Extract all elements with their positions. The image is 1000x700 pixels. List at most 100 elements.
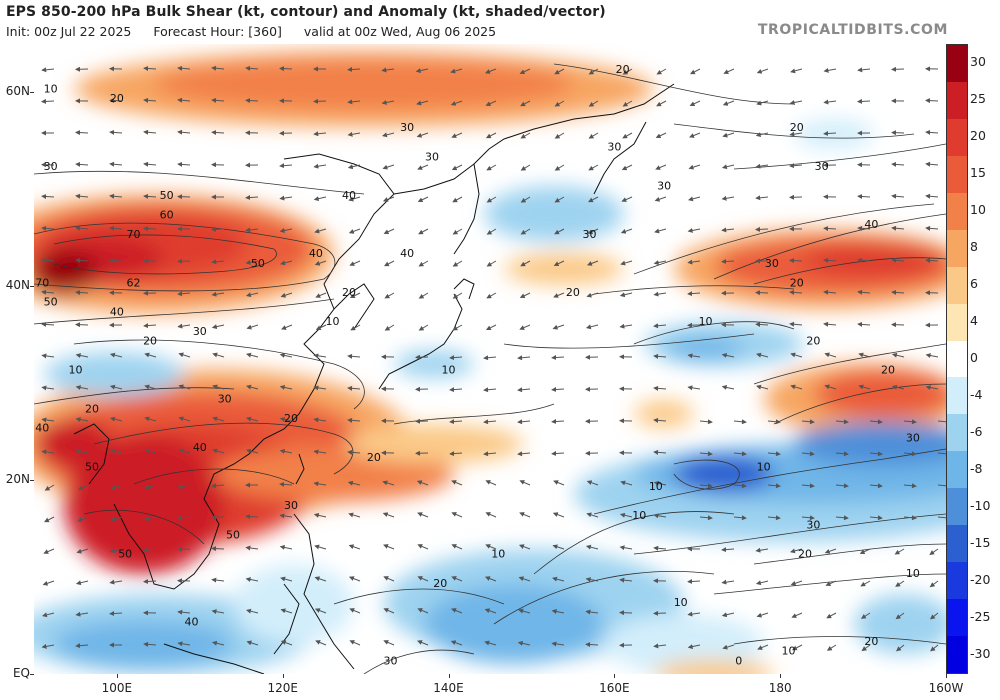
vector-arrow	[314, 608, 327, 614]
vector-arrow	[41, 193, 55, 199]
vector-arrow	[143, 578, 157, 584]
vector-arrow	[211, 129, 225, 135]
vector-arrow	[689, 100, 701, 106]
vector-arrow	[451, 480, 463, 486]
vector-arrow	[620, 228, 633, 234]
vector-arrow	[313, 131, 327, 137]
vector-arrow	[211, 226, 225, 232]
vector-arrow	[41, 225, 55, 231]
vector-arrow	[552, 544, 565, 550]
vector-arrow	[653, 260, 667, 266]
vector-arrow	[449, 355, 463, 361]
vector-arrow	[246, 448, 259, 454]
vector-arrow	[687, 611, 701, 617]
vector-arrow	[520, 260, 531, 267]
vector-arrow	[314, 576, 327, 582]
brand-logo[interactable]: TROPICALTIDBITS.COM	[757, 22, 948, 38]
vector-arrow	[687, 259, 701, 265]
vector-arrow	[347, 164, 361, 170]
vector-arrow	[452, 324, 463, 331]
vector-arrow	[826, 644, 837, 651]
vector-arrow	[449, 451, 463, 457]
contour-label: 10	[781, 645, 795, 658]
vector-arrow	[869, 419, 883, 425]
contour-label: 10	[906, 567, 920, 580]
vector-arrow	[245, 195, 259, 201]
vector-arrow	[485, 324, 497, 331]
vector-arrow	[44, 484, 55, 491]
vector-arrow	[313, 481, 327, 487]
vector-arrow	[517, 451, 531, 457]
vector-arrow	[937, 515, 946, 521]
vector-arrow	[415, 68, 429, 74]
vector-arrow	[384, 292, 395, 299]
vector-arrow	[383, 640, 395, 646]
vector-arrow	[211, 65, 225, 71]
vector-arrow	[245, 227, 259, 233]
vector-arrow	[383, 544, 395, 550]
map-panel: 10 20 30 50 60 70 62 70 50 40 50 40 40 30 30 20 30 20 30 30…	[34, 44, 946, 674]
contour-label: 20	[85, 402, 99, 415]
vector-arrow	[824, 384, 837, 390]
contour-label: 20	[864, 635, 878, 648]
vector-arrow	[416, 132, 429, 138]
latitude-tick	[30, 92, 34, 94]
contour-label: 10	[674, 596, 688, 609]
vector-arrow	[143, 193, 157, 199]
vector-arrow	[349, 292, 361, 299]
vector-arrow	[824, 548, 837, 554]
longitude-label: 180	[768, 681, 792, 695]
colorbar-swatch	[947, 81, 967, 120]
vector-arrow	[585, 544, 599, 550]
contour-label: 30	[806, 519, 820, 532]
vector-arrow	[211, 546, 225, 552]
vector-arrow	[925, 257, 939, 263]
vector-arrow	[586, 260, 599, 266]
vector-arrow	[588, 68, 599, 75]
vector-arrow	[925, 385, 939, 391]
vector-arrow	[313, 353, 327, 359]
contour-label: 40	[309, 247, 323, 260]
vector-arrow	[891, 225, 905, 231]
vector-arrow	[687, 353, 701, 359]
vector-arrow	[416, 100, 429, 106]
contour-label: 30	[400, 121, 414, 134]
vector-arrow	[857, 289, 871, 295]
vector-arrow	[722, 644, 735, 650]
vector-arrow	[109, 611, 123, 617]
vector-arrow	[925, 129, 939, 135]
vector-arrow	[755, 547, 769, 553]
colorbar-level-label: -20	[970, 571, 991, 587]
vector-arrow	[925, 225, 939, 231]
vector-arrow	[619, 610, 633, 616]
vector-arrow	[42, 580, 55, 586]
vector-arrow	[554, 132, 565, 139]
vector-arrow	[894, 548, 905, 555]
run-info: Init: 00z Jul 22 2025 Forecast Hour: [36…	[6, 24, 514, 39]
vector-arrow	[485, 132, 497, 139]
vector-arrow	[418, 324, 429, 331]
vector-arrow	[620, 260, 633, 266]
contour-label: 10	[632, 509, 646, 522]
vector-arrow	[791, 612, 803, 618]
vector-arrow	[245, 65, 259, 71]
vector-arrow	[588, 196, 599, 203]
init-time: Init: 00z Jul 22 2025	[6, 24, 132, 39]
vector-arrow	[144, 416, 157, 422]
vector-arrow	[416, 480, 429, 486]
vector-arrow	[801, 451, 815, 457]
vector-arrow	[245, 292, 259, 298]
contour-label: 50	[251, 257, 265, 270]
vector-arrow	[857, 98, 871, 104]
anomaly-vectors	[41, 65, 946, 652]
contour-label: 20	[342, 286, 356, 299]
vector-arrow	[554, 196, 565, 203]
vector-arrow	[937, 419, 946, 425]
vector-arrow	[755, 226, 769, 232]
vector-arrow	[654, 228, 667, 234]
vector-arrow	[755, 321, 769, 327]
vector-arrow	[551, 387, 565, 393]
vector-arrow	[653, 417, 667, 423]
vector-arrow	[690, 68, 701, 75]
vector-arrow	[835, 483, 849, 489]
